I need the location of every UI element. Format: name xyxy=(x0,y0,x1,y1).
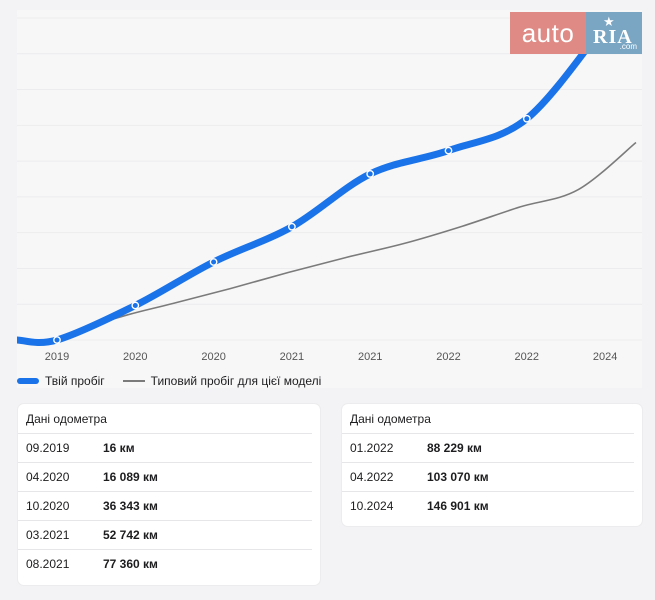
row-date: 10.2024 xyxy=(350,499,394,513)
autoria-logo: auto ★ RIA .com xyxy=(510,12,642,54)
x-tick-label: 2021 xyxy=(280,351,304,363)
odometer-card-title: Дані одометра xyxy=(26,412,107,426)
x-tick-label: 2021 xyxy=(358,351,382,363)
logo-ria-block: ★ RIA .com xyxy=(586,12,642,54)
legend-item-typical: Типовий пробіг для цієї моделі xyxy=(122,374,322,388)
logo-com-text: .com xyxy=(619,42,637,51)
typical-mileage-line xyxy=(56,141,637,341)
legend-label-yours: Твій пробіг xyxy=(45,374,105,388)
row-date: 03.2021 xyxy=(26,528,70,542)
row-mileage: 36 343 км xyxy=(103,499,158,513)
x-tick-label: 2020 xyxy=(123,351,147,363)
table-row: 04.2020 16 089 км xyxy=(18,462,312,491)
legend-swatch-typical xyxy=(122,380,145,382)
logo-ria-text: RIA xyxy=(593,26,633,48)
table-row: 08.2021 77 360 км xyxy=(18,549,312,578)
row-date: 09.2019 xyxy=(26,441,70,455)
odometer-card-title: Дані одометра xyxy=(350,412,431,426)
star-icon: ★ xyxy=(603,14,615,29)
odometer-rows: 01.2022 88 229 км 04.2022 103 070 км 10.2024… xyxy=(342,433,642,520)
data-point xyxy=(522,114,531,123)
row-mileage: 16 км xyxy=(103,441,135,455)
row-mileage: 146 901 км xyxy=(427,499,489,513)
row-mileage: 16 089 км xyxy=(103,470,158,484)
table-row: 09.2019 16 км xyxy=(18,433,312,462)
data-point xyxy=(366,170,375,178)
table-row: 04.2022 103 070 км xyxy=(342,462,634,491)
chart-legend: Твій пробіг Типовий пробіг для цієї моде… xyxy=(17,374,339,388)
row-mileage: 52 742 км xyxy=(103,528,158,542)
mileage-chart-panel: 2019 2020 2020 2021 2021 2022 2022 2024 xyxy=(17,10,642,388)
x-tick-label: 2024 xyxy=(593,351,617,363)
x-tick-label: 2022 xyxy=(515,351,539,363)
data-point xyxy=(444,146,453,155)
table-row: 10.2020 36 343 км xyxy=(18,491,312,520)
odometer-rows: 09.2019 16 км 04.2020 16 089 км 10.2020 36 34… xyxy=(18,433,320,578)
row-mileage: 77 360 км xyxy=(103,557,158,571)
mileage-chart: 2019 2020 2020 2021 2021 2022 2022 2024 xyxy=(17,17,642,363)
row-date: 04.2020 xyxy=(26,470,70,484)
row-date: 08.2021 xyxy=(26,557,70,571)
logo-auto-text: auto xyxy=(510,12,586,54)
legend-swatch-yours xyxy=(17,378,39,384)
data-point xyxy=(287,222,296,231)
x-tick-label: 2020 xyxy=(201,351,225,363)
x-tick-label: 2022 xyxy=(436,351,460,363)
legend-item-yours: Твій пробіг xyxy=(17,374,105,388)
data-point xyxy=(131,301,140,310)
row-mileage: 88 229 км xyxy=(427,441,482,455)
row-mileage: 103 070 км xyxy=(427,470,489,484)
legend-label-typical: Типовий пробіг для цієї моделі xyxy=(150,374,322,388)
data-point xyxy=(53,336,61,344)
x-tick-label: 2019 xyxy=(45,351,69,363)
table-row: 01.2022 88 229 км xyxy=(342,433,634,462)
odometer-card-left: Дані одометра 09.2019 16 км 04.2020 16 089 … xyxy=(18,404,320,585)
data-point xyxy=(209,258,218,266)
row-date: 01.2022 xyxy=(350,441,394,455)
row-date: 04.2022 xyxy=(350,470,394,484)
row-date: 10.2020 xyxy=(26,499,70,513)
your-mileage-line xyxy=(17,21,609,346)
table-row: 10.2024 146 901 км xyxy=(342,491,634,520)
table-row: 03.2021 52 742 км xyxy=(18,520,312,549)
odometer-card-right: Дані одометра 01.2022 88 229 км 04.2022 103… xyxy=(342,404,642,526)
